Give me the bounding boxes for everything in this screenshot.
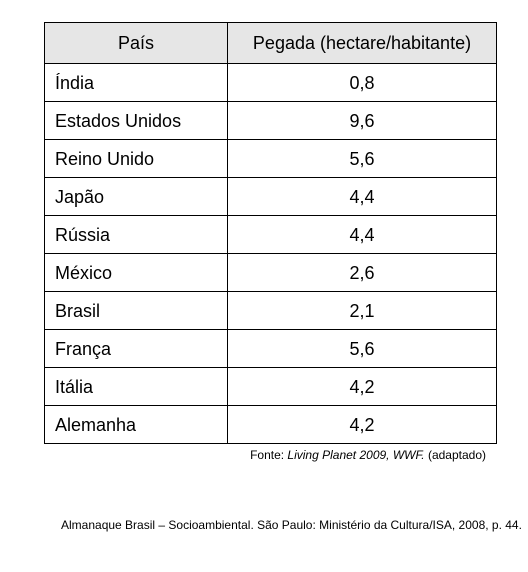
cell-country: Índia: [44, 63, 228, 102]
cell-country: Brasil: [44, 291, 228, 330]
bibliographic-citation: Almanaque Brasil – Socioambiental. São P…: [61, 518, 522, 532]
cell-country: Japão: [44, 177, 228, 216]
source-suffix: (adaptado): [424, 448, 486, 462]
cell-country: Reino Unido: [44, 139, 228, 178]
table-row: Estados Unidos 9,6: [44, 101, 497, 140]
header-country: País: [44, 22, 228, 64]
table-row: Índia 0,8: [44, 63, 497, 102]
cell-footprint: 4,2: [227, 405, 497, 444]
cell-footprint: 9,6: [227, 101, 497, 140]
table-row: França 5,6: [44, 329, 497, 368]
source-work-title: Living Planet 2009, WWF.: [287, 448, 425, 462]
footprint-table-container: País Pegada (hectare/habitante) Índia 0,…: [44, 22, 497, 444]
cell-country: Alemanha: [44, 405, 228, 444]
ecological-footprint-table: País Pegada (hectare/habitante) Índia 0,…: [44, 22, 497, 444]
cell-footprint: 0,8: [227, 63, 497, 102]
table-row: Japão 4,4: [44, 177, 497, 216]
cell-footprint: 4,4: [227, 177, 497, 216]
source-prefix: Fonte:: [250, 448, 288, 462]
table-row: Itália 4,2: [44, 367, 497, 406]
cell-country: França: [44, 329, 228, 368]
cell-country: México: [44, 253, 228, 292]
cell-footprint: 5,6: [227, 329, 497, 368]
cell-footprint: 2,1: [227, 291, 497, 330]
cell-footprint: 2,6: [227, 253, 497, 292]
table-source-note: Fonte: Living Planet 2009, WWF. (adaptad…: [250, 448, 486, 462]
table-row: Alemanha 4,2: [44, 405, 497, 444]
cell-footprint: 4,2: [227, 367, 497, 406]
header-footprint: Pegada (hectare/habitante): [227, 22, 497, 64]
table-row: Reino Unido 5,6: [44, 139, 497, 178]
table-header-row: País Pegada (hectare/habitante): [44, 22, 497, 64]
table-row: México 2,6: [44, 253, 497, 292]
cell-footprint: 5,6: [227, 139, 497, 178]
table-row: Brasil 2,1: [44, 291, 497, 330]
cell-footprint: 4,4: [227, 215, 497, 254]
table-row: Rússia 4,4: [44, 215, 497, 254]
cell-country: Itália: [44, 367, 228, 406]
cell-country: Rússia: [44, 215, 228, 254]
cell-country: Estados Unidos: [44, 101, 228, 140]
